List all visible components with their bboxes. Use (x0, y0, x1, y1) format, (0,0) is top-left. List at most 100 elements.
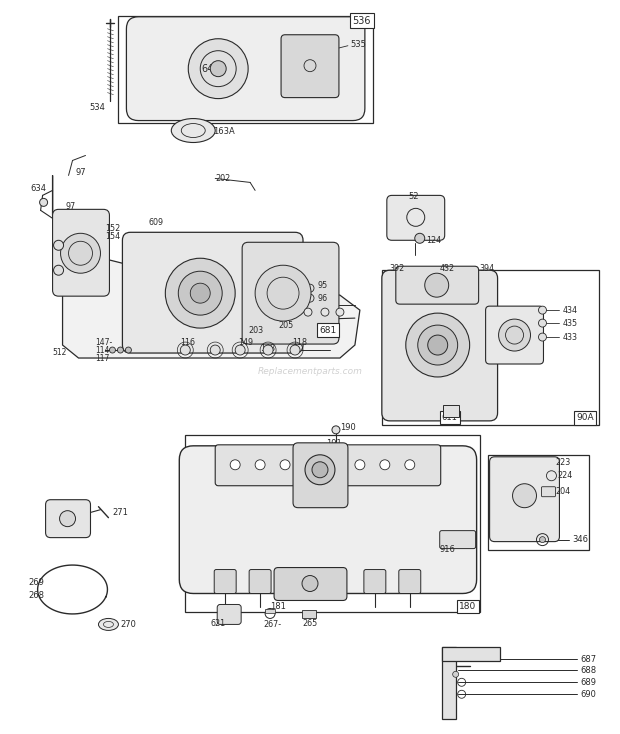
Circle shape (180, 345, 190, 355)
Circle shape (280, 459, 290, 470)
Text: 634: 634 (30, 184, 46, 193)
FancyBboxPatch shape (242, 242, 339, 344)
Circle shape (428, 335, 448, 355)
FancyBboxPatch shape (215, 570, 236, 594)
FancyBboxPatch shape (179, 446, 477, 594)
Text: 643: 643 (201, 64, 219, 73)
FancyBboxPatch shape (281, 34, 339, 98)
Text: 433: 433 (562, 333, 577, 341)
Circle shape (306, 294, 314, 302)
FancyBboxPatch shape (126, 17, 365, 120)
Text: 204: 204 (556, 487, 570, 496)
Circle shape (405, 459, 415, 470)
Text: 180: 180 (459, 602, 476, 611)
Text: 191: 191 (326, 440, 342, 448)
FancyBboxPatch shape (364, 570, 386, 594)
Circle shape (539, 333, 546, 341)
Text: 95: 95 (318, 280, 328, 290)
Circle shape (188, 39, 248, 98)
Text: 512: 512 (53, 347, 67, 357)
Text: 268: 268 (29, 591, 45, 600)
Text: 209: 209 (453, 276, 469, 285)
Text: 223: 223 (556, 458, 570, 468)
Text: 52: 52 (409, 192, 419, 201)
Circle shape (453, 672, 459, 677)
Text: 432: 432 (440, 264, 455, 273)
Text: 688: 688 (580, 666, 596, 675)
Circle shape (125, 347, 131, 353)
FancyBboxPatch shape (122, 232, 303, 353)
Text: 394: 394 (480, 264, 495, 273)
Circle shape (305, 455, 335, 484)
Text: 621: 621 (210, 619, 225, 628)
Text: 690: 690 (580, 690, 596, 699)
Text: 435: 435 (562, 319, 578, 327)
FancyBboxPatch shape (440, 531, 476, 548)
Circle shape (380, 459, 390, 470)
Circle shape (415, 233, 425, 243)
Circle shape (302, 575, 318, 592)
Text: 689: 689 (580, 677, 596, 687)
Text: 269: 269 (29, 578, 45, 587)
Text: 152: 152 (105, 224, 121, 233)
Circle shape (539, 537, 546, 542)
Text: 97: 97 (76, 168, 86, 177)
Circle shape (210, 345, 220, 355)
Text: 181: 181 (270, 602, 286, 611)
Circle shape (312, 462, 328, 478)
Bar (487, 455, 590, 550)
Circle shape (190, 283, 210, 303)
Bar (382, 270, 600, 425)
Circle shape (61, 233, 100, 273)
Circle shape (336, 308, 344, 316)
Bar (302, 611, 316, 619)
Circle shape (235, 345, 245, 355)
Text: 147-: 147- (95, 338, 113, 346)
Text: 534: 534 (89, 103, 105, 112)
FancyBboxPatch shape (53, 209, 110, 296)
Text: 681: 681 (319, 326, 337, 335)
Circle shape (539, 306, 546, 314)
Text: 535: 535 (350, 40, 366, 49)
Bar (118, 16, 373, 123)
Text: 149: 149 (238, 338, 254, 346)
FancyBboxPatch shape (215, 445, 441, 486)
Bar (443, 405, 459, 417)
Circle shape (418, 325, 458, 365)
Circle shape (60, 511, 76, 526)
Text: 148: 148 (260, 344, 275, 352)
Text: 117: 117 (95, 354, 110, 363)
Circle shape (355, 459, 365, 470)
FancyBboxPatch shape (46, 500, 91, 537)
FancyBboxPatch shape (541, 487, 556, 497)
Circle shape (210, 61, 226, 76)
FancyBboxPatch shape (490, 457, 559, 542)
FancyBboxPatch shape (382, 270, 498, 421)
Text: 265: 265 (302, 619, 317, 628)
Ellipse shape (99, 619, 118, 631)
Circle shape (53, 240, 64, 250)
Circle shape (306, 284, 314, 292)
Text: 687: 687 (580, 655, 596, 664)
Text: 611: 611 (441, 413, 458, 422)
Text: 346: 346 (572, 535, 588, 544)
FancyBboxPatch shape (485, 306, 544, 364)
Circle shape (304, 308, 312, 316)
Text: 116: 116 (180, 338, 195, 346)
FancyBboxPatch shape (274, 567, 347, 600)
Circle shape (513, 484, 536, 508)
Bar (185, 435, 480, 612)
Text: 118: 118 (292, 338, 307, 346)
Polygon shape (53, 175, 360, 358)
Circle shape (539, 319, 546, 327)
FancyBboxPatch shape (217, 605, 241, 625)
Text: 114-: 114- (95, 346, 113, 355)
Circle shape (498, 319, 531, 351)
Text: 97: 97 (66, 202, 76, 211)
Text: 434: 434 (562, 305, 577, 315)
Text: 124: 124 (426, 236, 441, 244)
Text: 536: 536 (353, 15, 371, 26)
Bar (174, 126, 182, 134)
Circle shape (117, 347, 123, 353)
Bar (441, 647, 456, 719)
